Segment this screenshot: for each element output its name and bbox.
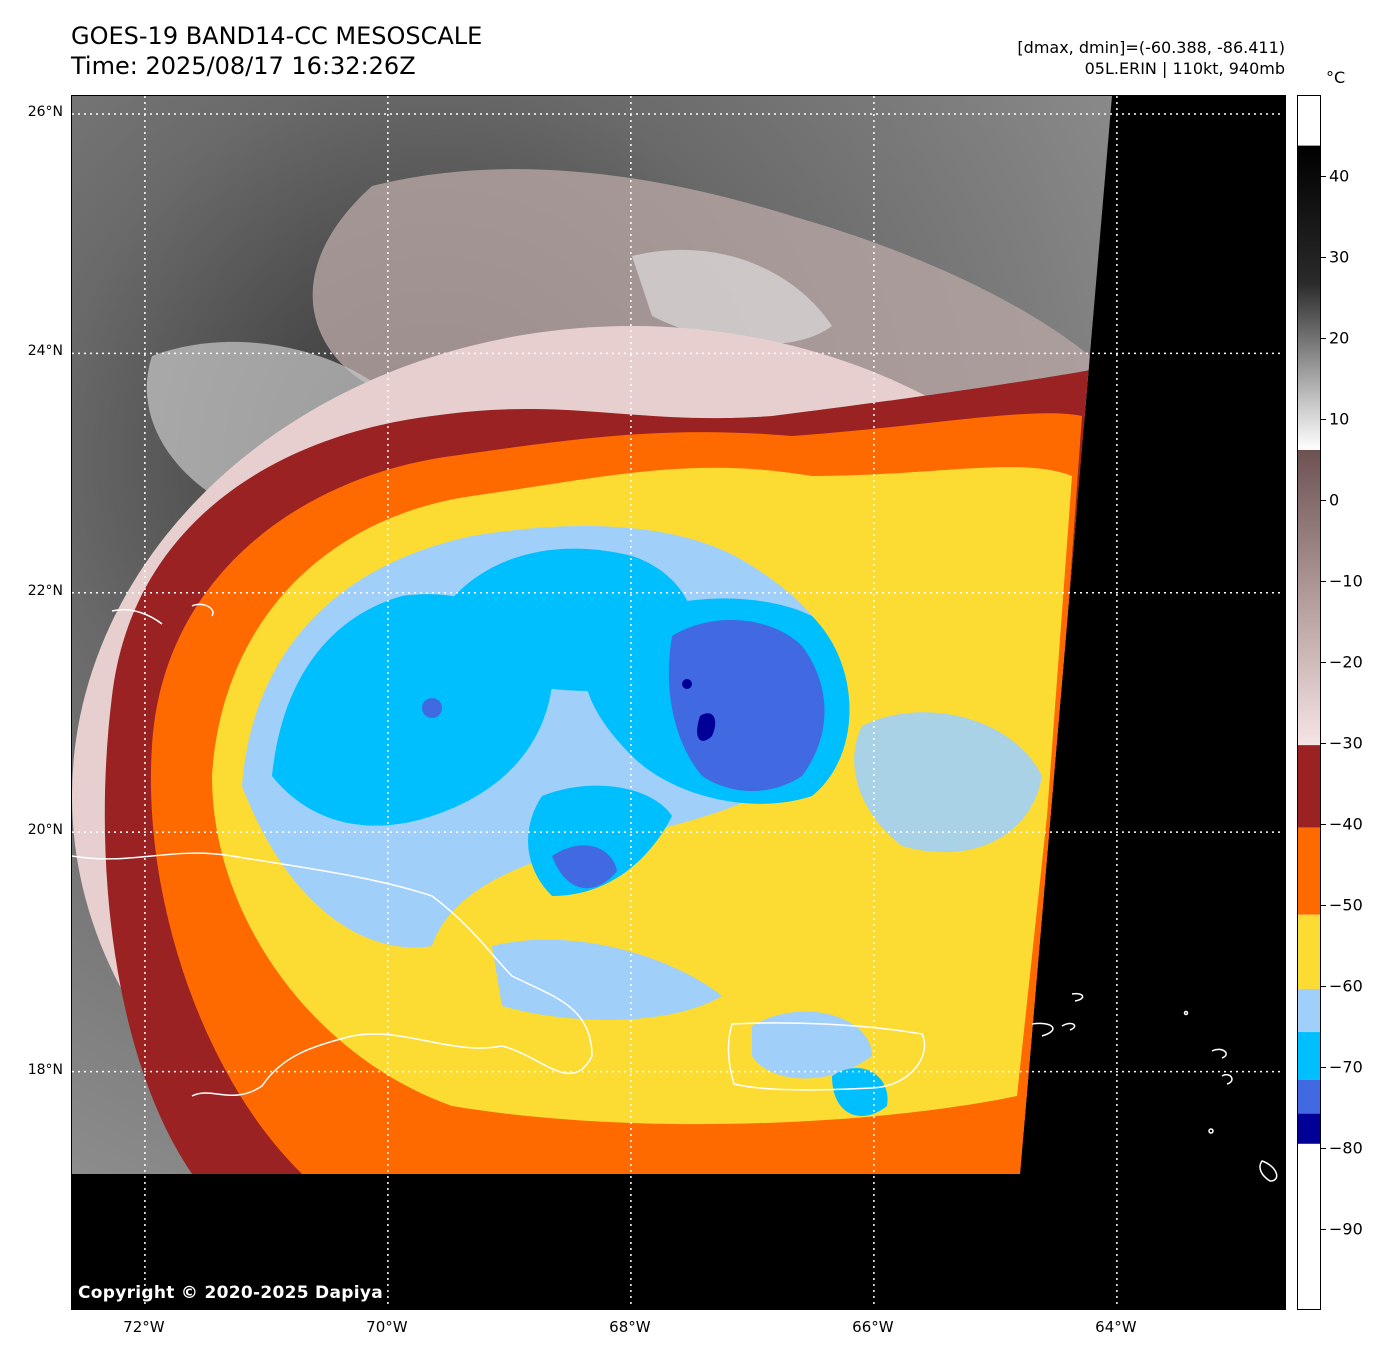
colorbar-tick-mark xyxy=(1321,824,1326,825)
colorbar-tick-label: −70 xyxy=(1329,1057,1363,1077)
colorbar-unit: °C xyxy=(1326,68,1346,87)
graticule xyxy=(72,96,1284,1308)
colorbar-tick-label: −30 xyxy=(1329,733,1363,753)
hispaniola-coast xyxy=(72,852,593,1097)
colorbar-tick-label: 20 xyxy=(1329,328,1350,348)
navy-coldest-tops xyxy=(697,713,716,741)
colorbar-tick-mark xyxy=(1321,257,1326,258)
latitude-label: 24°N xyxy=(27,343,63,360)
turks-caicos-coast xyxy=(111,603,214,625)
colorbar-tick-label: 40 xyxy=(1329,166,1350,186)
latitude-label: 22°N xyxy=(27,582,63,599)
colorbar-tick-mark xyxy=(1321,1229,1326,1230)
colorbar-tick-label: −40 xyxy=(1329,814,1363,834)
colorbar-tick-label: −50 xyxy=(1329,895,1363,915)
coastlines xyxy=(72,603,1278,1182)
puerto-rico-coast xyxy=(727,1022,926,1091)
longitude-label: 68°W xyxy=(609,1318,651,1336)
colorbar-tick-mark xyxy=(1321,338,1326,339)
colorbar-tick-mark xyxy=(1321,986,1326,987)
colorbar-tick-mark xyxy=(1321,1148,1326,1149)
latitude-label: 26°N xyxy=(27,103,63,120)
colorbar-tick-mark xyxy=(1321,743,1326,744)
colorbar-tick-mark xyxy=(1321,419,1326,420)
colorbar-tick-mark xyxy=(1321,662,1326,663)
chart-title: GOES-19 BAND14-CC MESOSCALE xyxy=(71,22,483,50)
colorbar-tick-mark xyxy=(1321,500,1326,501)
cloud-top-imagery xyxy=(72,96,1112,1174)
virgin-islands-coast xyxy=(1031,1022,1076,1037)
colorbar-tick-label: 10 xyxy=(1329,409,1350,429)
longitude-label: 72°W xyxy=(123,1318,165,1336)
storm-info: 05L.ERIN | 110kt, 940mb xyxy=(1084,59,1285,78)
longitude-label: 70°W xyxy=(366,1318,408,1336)
colorbar-tick-label: 0 xyxy=(1329,490,1340,510)
colorbar-tick-label: 30 xyxy=(1329,247,1350,267)
timestamp: Time: 2025/08/17 16:32:26Z xyxy=(71,52,416,80)
colorbar-tick-label: −90 xyxy=(1329,1219,1363,1239)
longitude-label: 66°W xyxy=(852,1318,894,1336)
latitude-label: 20°N xyxy=(27,822,63,839)
colorbar-tick-label: −20 xyxy=(1329,652,1363,672)
colorbar-tick-label: −60 xyxy=(1329,976,1363,996)
latitude-label: 18°N xyxy=(27,1061,63,1078)
colorbar-tick-mark xyxy=(1321,176,1326,177)
colorbar-tick-mark xyxy=(1321,1067,1326,1068)
copyright-label: Copyright © 2020-2025 Dapiya xyxy=(78,1283,383,1303)
royal-blue-core xyxy=(668,619,825,791)
satellite-map: Copyright © 2020-2025 Dapiya xyxy=(71,95,1286,1310)
map-canvas xyxy=(72,96,1284,1308)
colorbar-tick-label: −10 xyxy=(1329,571,1363,591)
temperature-colorbar xyxy=(1297,95,1321,1310)
dmax-dmin-label: [dmax, dmin]=(-60.388, -86.411) xyxy=(1017,38,1285,57)
longitude-label: 64°W xyxy=(1095,1318,1137,1336)
colorbar-tick-label: −80 xyxy=(1329,1138,1363,1158)
colorbar-tick-mark xyxy=(1321,581,1326,582)
colorbar-tick-mark xyxy=(1321,905,1326,906)
